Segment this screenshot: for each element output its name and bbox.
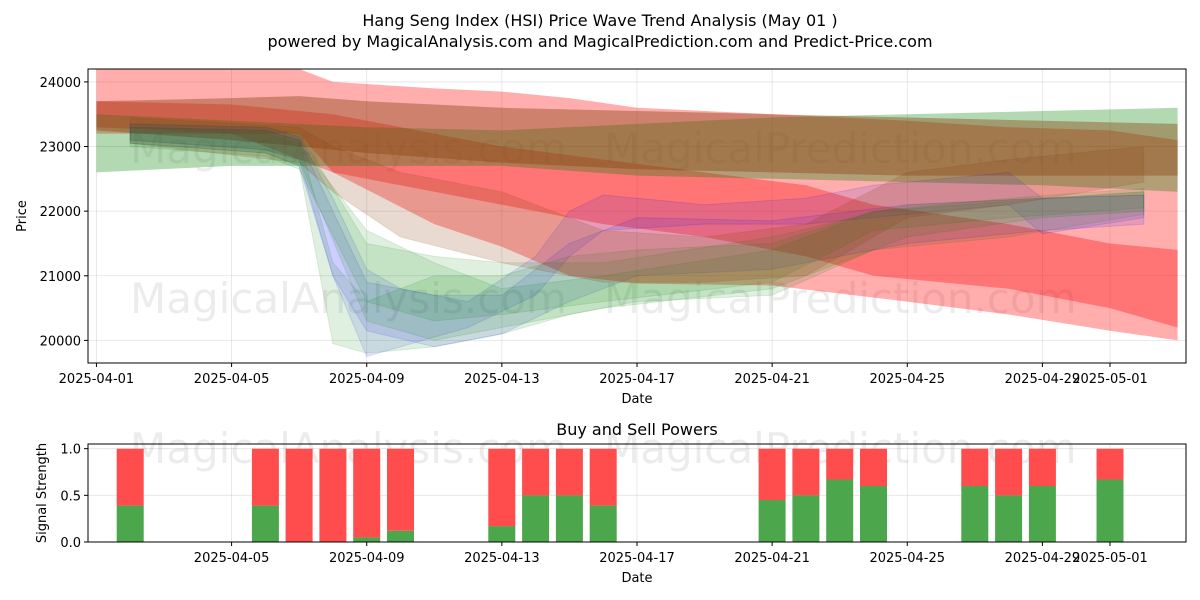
price-chart-grid [88, 69, 1186, 363]
buy-power-bar [860, 486, 887, 542]
power-x-tick-label: 2025-04-21 [734, 551, 810, 566]
sell-power-bar [1028, 448, 1056, 486]
price-y-tick-label: 20000 [40, 334, 81, 349]
sell-power-bar [758, 448, 786, 500]
brown-trend-band [96, 96, 1178, 176]
price-x-tick-label: 2025-04-13 [464, 372, 540, 387]
green-wave-band [129, 123, 1145, 341]
buy-power-bar [792, 495, 820, 542]
price-x-tick-label: 2025-04-05 [194, 372, 270, 387]
green-trend-band [96, 107, 1178, 192]
price-y-axis-label: Price [15, 200, 30, 232]
power-x-tick-label: 2025-04-05 [194, 551, 270, 566]
price-x-tick-label: 2025-04-29 [1005, 372, 1081, 387]
sell-power-bar [589, 448, 617, 506]
green-wave-band [129, 126, 1145, 354]
power-y-tick-label: 1.0 [60, 443, 81, 458]
buy-power-bar [116, 505, 144, 542]
red-trend-band [96, 101, 1178, 328]
price-x-tick-label: 2025-04-17 [599, 372, 675, 387]
sell-power-bar [522, 448, 550, 496]
price-y-tick-label: 23000 [40, 141, 81, 156]
power-x-tick-label: 2025-04-13 [464, 551, 540, 566]
buy-power-bar [961, 486, 989, 542]
power-chart-title: Buy and Sell Powers [556, 420, 718, 439]
brown-wave-band [129, 116, 1145, 283]
buy-power-bar [555, 495, 583, 542]
sell-power-bar [488, 448, 516, 527]
buy-power-bar [995, 495, 1023, 542]
sell-power-bar [826, 448, 854, 480]
price-x-tick-label: 2025-04-09 [329, 372, 405, 387]
power-x-tick-label: 2025-04-17 [599, 551, 675, 566]
power-chart: Buy and Sell Powers MagicalAnalysis.com … [35, 420, 1187, 586]
sell-power-bar [860, 448, 887, 486]
sell-power-bar [1096, 448, 1124, 480]
power-x-tick-label: 2025-04-25 [869, 551, 945, 566]
buy-power-bar [1028, 486, 1056, 542]
power-y-tick-label: 0.5 [60, 489, 81, 504]
blue-wave-band [129, 123, 1145, 358]
sell-power-bar [319, 448, 347, 542]
power-y-tick-label: 0.0 [60, 536, 81, 551]
price-bands [96, 69, 1178, 358]
sell-power-bar [961, 448, 989, 486]
sell-power-bar [387, 448, 414, 531]
buy-power-bar [589, 505, 617, 542]
sell-power-bar [792, 448, 820, 496]
power-y-axis-label: Signal Strength [35, 443, 50, 543]
sell-power-bar [995, 448, 1023, 496]
buy-power-bar [251, 505, 279, 542]
buy-power-bar [522, 495, 550, 542]
sell-power-bar [116, 448, 144, 506]
buy-power-bar [387, 530, 414, 542]
watermark-left-top: MagicalAnalysis.com [130, 124, 567, 173]
price-x-tick-label: 2025-05-01 [1072, 372, 1148, 387]
power-x-tick-label: 2025-04-29 [1005, 551, 1081, 566]
price-x-tick-label: 2025-04-01 [59, 372, 135, 387]
green-wave-band [129, 129, 1145, 322]
price-x-ticks: 2025-04-01 2025-04-05 2025-04-09 2025-04-13… [59, 363, 1148, 387]
price-x-tick-label: 2025-04-25 [869, 372, 945, 387]
buy-power-bar [826, 479, 854, 542]
sell-power-bar [285, 448, 313, 542]
blue-wave-band [129, 126, 1145, 348]
price-x-tick-label: 2025-04-21 [734, 372, 810, 387]
sell-power-bar [353, 448, 381, 538]
price-y-tick-label: 21000 [40, 270, 81, 285]
price-x-axis-label: Date [621, 392, 652, 407]
sell-power-bar [251, 448, 279, 506]
buy-power-bar [1096, 479, 1124, 542]
buy-power-bar [488, 526, 516, 542]
sell-power-bar [555, 448, 583, 496]
buy-power-bar [353, 537, 381, 542]
price-y-ticks: 20000 21000 22000 23000 24000 [40, 76, 88, 349]
price-y-tick-label: 24000 [40, 76, 81, 91]
red-trend-band [96, 69, 1178, 341]
price-y-tick-label: 22000 [40, 205, 81, 220]
power-y-ticks: 0.0 0.5 1.0 [60, 443, 88, 551]
power-x-tick-label: 2025-04-09 [329, 551, 405, 566]
watermark-left-bottom: MagicalAnalysis.com [130, 274, 567, 323]
power-x-tick-label: 2025-05-01 [1072, 551, 1148, 566]
power-bars [116, 448, 1124, 542]
buy-power-bar [758, 500, 786, 542]
price-chart: MagicalAnalysis.com MagicalPrediction.co… [15, 68, 1187, 407]
watermark-right-top: MagicalPrediction.com [604, 124, 1077, 173]
figure-title: Hang Seng Index (HSI) Price Wave Trend A… [362, 11, 837, 30]
figure-subtitle: powered by MagicalAnalysis.com and Magic… [267, 32, 932, 51]
watermark-right-bottom: MagicalPrediction.com [604, 274, 1077, 323]
power-x-ticks: 2025-04-05 2025-04-09 2025-04-13 2025-04-17… [194, 542, 1148, 566]
power-x-axis-label: Date [621, 571, 652, 586]
